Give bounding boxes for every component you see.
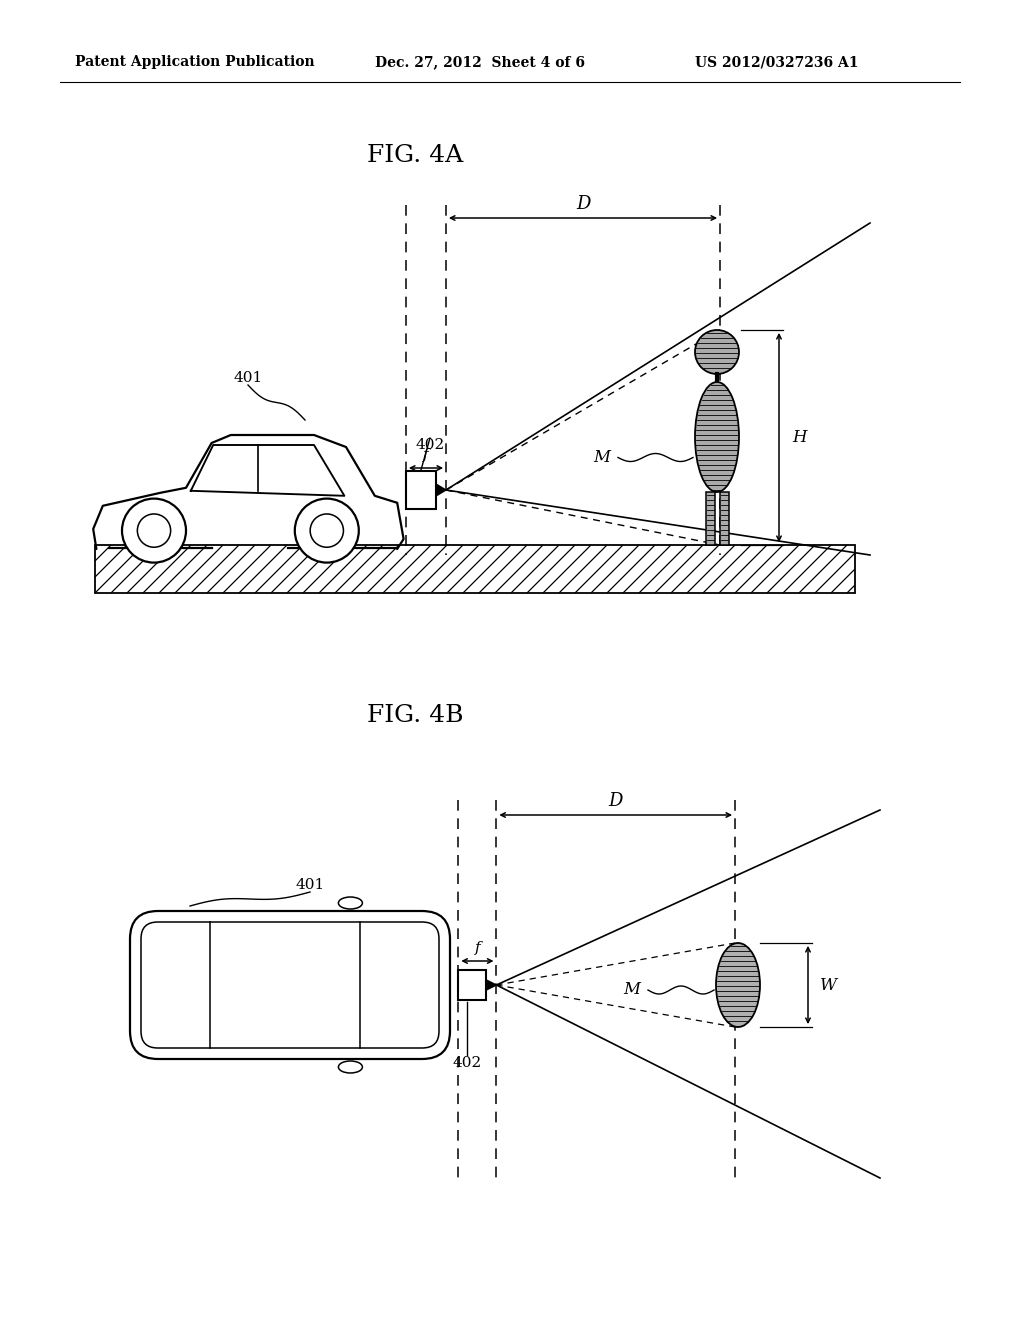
Text: 402: 402 xyxy=(416,438,444,451)
Bar xyxy=(459,970,486,1001)
Text: 401: 401 xyxy=(295,878,325,892)
Circle shape xyxy=(695,330,739,374)
Text: 402: 402 xyxy=(453,1056,481,1071)
Text: D: D xyxy=(575,195,590,213)
Text: f: f xyxy=(474,941,480,954)
Text: FIG. 4A: FIG. 4A xyxy=(367,144,463,166)
Text: D: D xyxy=(608,792,623,810)
Polygon shape xyxy=(436,484,446,496)
Text: US 2012/0327236 A1: US 2012/0327236 A1 xyxy=(695,55,858,69)
Polygon shape xyxy=(486,979,497,990)
Text: M: M xyxy=(623,982,640,998)
Text: Dec. 27, 2012  Sheet 4 of 6: Dec. 27, 2012 Sheet 4 of 6 xyxy=(375,55,585,69)
Circle shape xyxy=(295,499,358,562)
Circle shape xyxy=(122,499,186,562)
Text: Patent Application Publication: Patent Application Publication xyxy=(75,55,314,69)
Ellipse shape xyxy=(338,1061,362,1073)
FancyBboxPatch shape xyxy=(141,921,439,1048)
Circle shape xyxy=(137,513,171,548)
Text: H: H xyxy=(792,429,807,446)
Bar xyxy=(95,545,855,593)
Ellipse shape xyxy=(716,942,760,1027)
Text: f: f xyxy=(423,447,429,462)
Ellipse shape xyxy=(695,381,739,492)
FancyBboxPatch shape xyxy=(130,911,450,1059)
Ellipse shape xyxy=(338,898,362,909)
Bar xyxy=(406,471,436,510)
Text: W: W xyxy=(820,977,838,994)
Text: 401: 401 xyxy=(233,371,262,385)
Bar xyxy=(706,492,715,545)
Text: FIG. 4B: FIG. 4B xyxy=(367,704,463,726)
Text: M: M xyxy=(593,449,610,466)
Bar xyxy=(720,492,728,545)
Circle shape xyxy=(310,513,343,548)
